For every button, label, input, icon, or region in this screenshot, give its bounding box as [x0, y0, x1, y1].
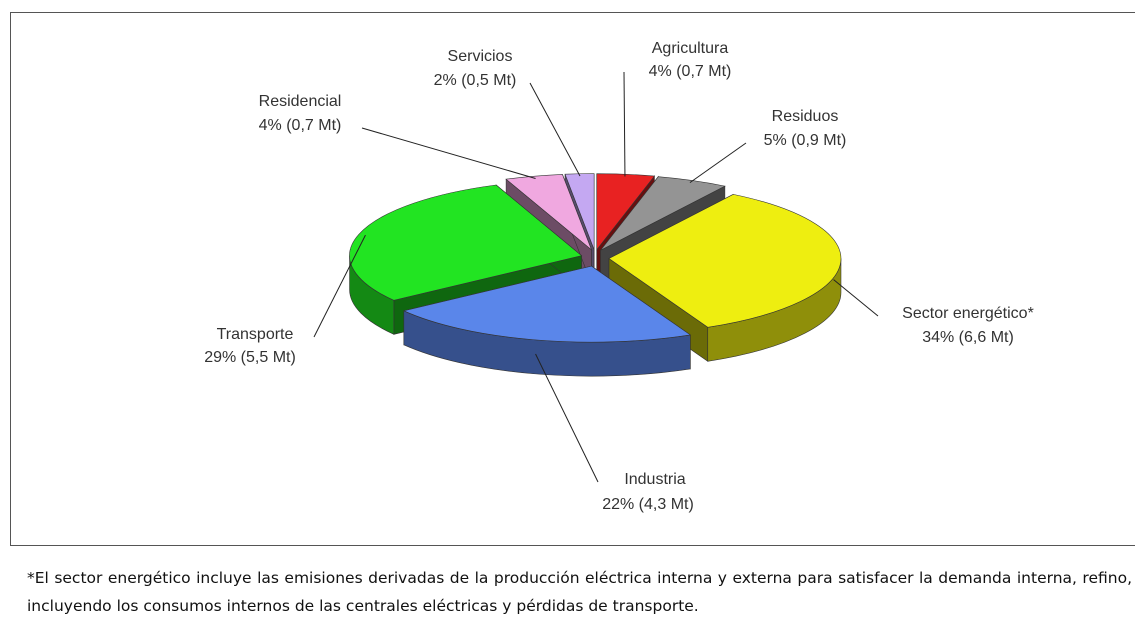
slice-value-label: 4% (0,7 Mt) [649, 63, 732, 80]
slice [608, 194, 842, 328]
slice-value-label: 4% (0,7 Mt) [259, 117, 342, 134]
slice-name: Industria [624, 471, 685, 488]
leader-line [313, 234, 366, 338]
slice [596, 173, 656, 251]
slice-name: Servicios [448, 48, 513, 65]
slice-value-label: 5% (0,9 Mt) [764, 132, 847, 149]
slice-name: Sector energético* [902, 305, 1034, 322]
leader-line [689, 142, 747, 184]
chart: Agricultura 4% (0,7 Mt) Residuos 5% (0,9 Mt… [10, 12, 1135, 546]
slice [402, 265, 692, 343]
leader-line [833, 279, 879, 317]
slice [349, 184, 583, 301]
slice-value-label: 22% (4,3 Mt) [602, 496, 694, 513]
leader-line [361, 127, 536, 179]
slice-name: Residuos [772, 108, 839, 125]
slice-value-label: 29% (5,5 Mt) [204, 349, 296, 366]
leader-line [623, 71, 626, 177]
slice [564, 173, 595, 250]
slice-name: Agricultura [652, 40, 729, 57]
leader-line [535, 353, 599, 483]
slice-value-label: 2% (0,5 Mt) [434, 72, 517, 89]
slice-name: Transporte [217, 326, 294, 343]
footnote: *El sector energético incluye las emisio… [27, 569, 1132, 615]
chart-frame [10, 12, 1135, 546]
slice-value-label: 34% (6,6 Mt) [922, 329, 1014, 346]
slice-name: Residencial [259, 93, 342, 110]
slice [505, 174, 593, 251]
leader-line [529, 82, 581, 177]
